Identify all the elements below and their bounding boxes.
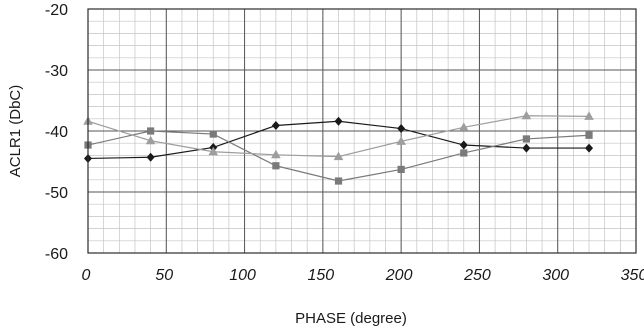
data-point-square: [522, 135, 530, 143]
data-point-diamond: [146, 152, 155, 162]
x-axis-title: PHASE (degree): [295, 310, 407, 327]
data-point-square: [147, 127, 155, 135]
y-tick-label: -50: [45, 185, 68, 202]
data-point-diamond: [397, 124, 406, 134]
x-tick-label: 50: [155, 267, 173, 284]
data-point-triangle: [396, 136, 406, 145]
data-point-diamond: [585, 143, 594, 153]
data-point-triangle: [521, 110, 532, 120]
data-point-square: [585, 131, 593, 139]
data-point-triangle: [145, 135, 156, 145]
x-tick-label: 250: [463, 267, 491, 284]
data-point-square: [209, 130, 217, 138]
data-point-triangle: [271, 149, 281, 159]
data-point-triangle: [208, 146, 219, 156]
x-tick-label: 350: [621, 267, 644, 284]
data-point-triangle: [333, 151, 344, 161]
major-grid: [88, 9, 636, 253]
data-point-triangle: [458, 122, 469, 131]
data-point-diamond: [459, 140, 468, 150]
data-point-square: [460, 149, 468, 157]
data-point-square: [334, 177, 343, 185]
x-tick-label: 200: [385, 267, 413, 284]
y-tick-labels: -20 -30 -40 -50 -60: [45, 2, 68, 263]
x-tick-label: 300: [542, 267, 569, 284]
data-point-triangle: [584, 111, 594, 120]
y-tick-label: -40: [45, 124, 68, 141]
y-tick-label: -20: [45, 2, 68, 19]
y-tick-label: -30: [45, 63, 68, 80]
data-point-square: [272, 162, 280, 170]
data-point-square: [397, 165, 405, 174]
x-tick-labels: 0 50 100 150 200 250 300 350: [82, 267, 644, 284]
series-3-triangle: [83, 110, 594, 161]
x-tick-label: 150: [308, 267, 335, 284]
x-tick-label: 100: [229, 267, 256, 284]
series-layer: [83, 110, 594, 185]
x-tick-label: 0: [82, 267, 91, 284]
data-point-diamond: [271, 121, 280, 131]
y-axis-title: ACLR1 (DbC): [7, 85, 24, 178]
y-tick-label: -60: [45, 246, 68, 263]
data-point-diamond: [334, 116, 343, 126]
data-point-diamond: [522, 143, 531, 153]
plot-frame: [87, 8, 637, 254]
series-1-diamond: [84, 116, 594, 163]
